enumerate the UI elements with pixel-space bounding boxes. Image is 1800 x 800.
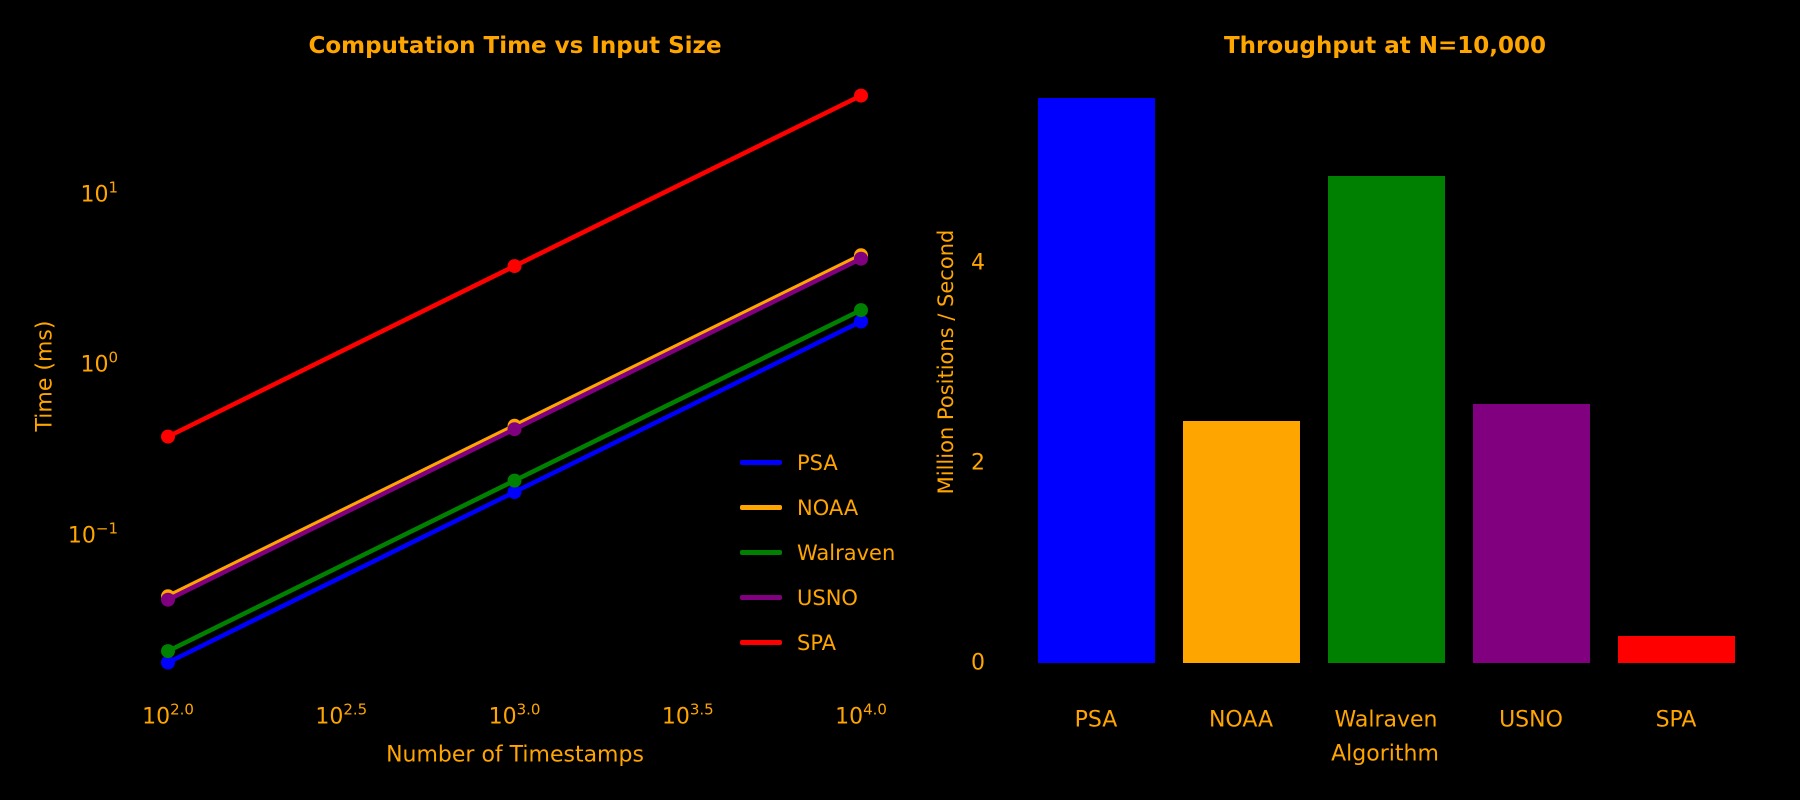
legend-swatch-noaa — [740, 505, 782, 510]
legend-swatch-usno — [740, 595, 782, 600]
line-ytick-10e1: 101 — [0, 178, 118, 207]
legend-label-noaa: NOAA — [797, 495, 859, 520]
line-chart-title: Computation Time vs Input Size — [308, 33, 722, 59]
tick-base: 10 — [80, 182, 109, 207]
tick-exponent: −1 — [95, 519, 118, 537]
bar-psa — [1037, 98, 1155, 663]
spa-data-point — [161, 429, 175, 444]
tick-base: 10 — [80, 352, 109, 378]
tick-base: 10 — [835, 704, 864, 730]
legend-item-usno: USNO — [740, 575, 895, 620]
line-xtick-10e3: 103.0 — [488, 701, 541, 730]
legend-label-usno: USNO — [797, 585, 858, 610]
legend-item-walraven: Walraven — [740, 530, 895, 575]
bar-category-label-noaa: NOAA — [1208, 707, 1274, 733]
bar-walraven — [1327, 176, 1445, 663]
tick-exponent: 0 — [108, 348, 118, 367]
legend-label-psa: PSA — [797, 450, 838, 475]
bar-category-label-usno: USNO — [1499, 707, 1563, 733]
bar-category-label-spa: SPA — [1655, 707, 1697, 733]
walraven-data-point — [507, 473, 522, 488]
usno-data-point — [161, 592, 175, 607]
tick-exponent: 2.5 — [343, 700, 368, 719]
tick-exponent: 2.0 — [170, 700, 194, 719]
tick-base: 10 — [142, 704, 171, 730]
legend-label-spa: SPA — [797, 630, 837, 655]
tick-exponent: 3.0 — [516, 700, 541, 719]
psa-data-point — [854, 314, 868, 329]
legend-item-spa: SPA — [740, 620, 895, 665]
tick-base: 10 — [67, 523, 96, 548]
legend-swatch-spa — [740, 640, 782, 645]
bar-ytick-2: 2 — [971, 450, 985, 476]
psa-data-point — [161, 655, 175, 670]
line-ytick-10e-1: 10−1 — [0, 519, 118, 548]
line-xtick-10e2: 102.0 — [142, 701, 194, 730]
legend-item-psa: PSA — [740, 440, 895, 485]
bar-category-label-psa: PSA — [1074, 707, 1118, 733]
line-xtick-10e3.5: 103.5 — [661, 701, 714, 730]
legend: PSA NOAA Walraven USNO SPA — [740, 440, 895, 665]
tick-exponent: 3.5 — [689, 700, 714, 719]
tick-base: 10 — [661, 704, 690, 730]
tick-base: 10 — [315, 704, 344, 730]
bar-noaa — [1182, 421, 1300, 663]
psa-data-point — [507, 485, 522, 499]
usno-data-point — [854, 251, 868, 266]
bar-ytick-0: 0 — [971, 650, 985, 676]
tick-base: 10 — [488, 704, 517, 730]
tick-exponent: 1 — [108, 178, 118, 196]
line-xtick-10e4: 104.0 — [835, 701, 887, 730]
line-ytick-10e0: 100 — [0, 349, 118, 378]
usno-data-point — [507, 422, 522, 437]
legend-item-noaa: NOAA — [740, 485, 895, 530]
bar-ytick-4: 4 — [971, 250, 985, 276]
walraven-data-point — [854, 303, 868, 318]
tick-exponent: 4.0 — [863, 700, 887, 719]
spa-data-point — [507, 259, 522, 274]
bar-chart-xlabel: Algorithm — [1331, 741, 1439, 767]
line-xtick-10e2.5: 102.5 — [315, 701, 367, 730]
legend-swatch-walraven — [740, 550, 782, 555]
bar-usno — [1472, 404, 1590, 663]
line-chart-xlabel: Number of Timestamps — [386, 742, 644, 768]
walraven-data-point — [161, 644, 175, 659]
bar-chart-title: Throughput at N=10,000 — [1223, 33, 1547, 59]
legend-label-walraven: Walraven — [797, 540, 896, 565]
bar-spa — [1617, 636, 1735, 663]
legend-swatch-psa — [740, 460, 782, 465]
bar-category-label-walraven: Walraven — [1334, 707, 1438, 733]
spa-data-point — [854, 88, 868, 103]
